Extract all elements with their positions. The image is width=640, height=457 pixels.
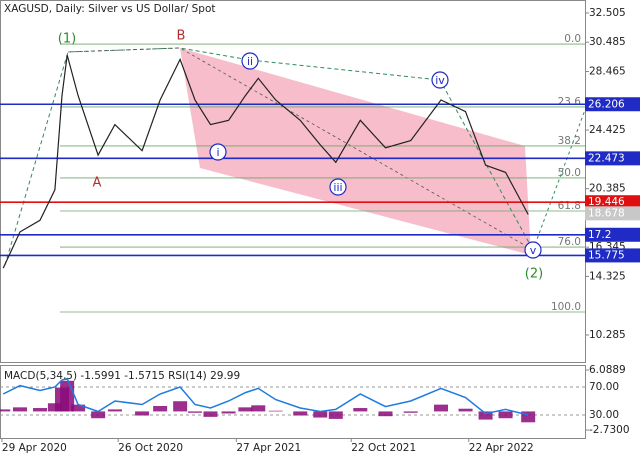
macd-bar xyxy=(135,411,150,416)
fib-label: 38.2 xyxy=(558,135,581,147)
macd-bar xyxy=(173,401,188,412)
rsi-line xyxy=(2,377,529,416)
fib-label: 23.6 xyxy=(558,96,582,108)
x-tick-label: 22 Apr 2022 xyxy=(469,442,534,454)
wave-label: i xyxy=(216,146,219,159)
y-tick-label: 10.285 xyxy=(589,329,626,341)
y-tick-label: 14.325 xyxy=(589,270,626,282)
wave-label: ii xyxy=(247,55,253,68)
indicator-tick-label: 6.0889 xyxy=(589,364,626,376)
wave-label: iii xyxy=(333,181,342,194)
last-price-label: 18.678 xyxy=(588,207,625,219)
macd-bar xyxy=(238,407,253,412)
wave-guide xyxy=(67,47,534,251)
macd-bar xyxy=(434,404,449,412)
level-tag xyxy=(585,195,640,210)
x-tick-label: 29 Apr 2020 xyxy=(2,442,67,454)
last-price-tag xyxy=(585,206,640,221)
macd-bar xyxy=(378,411,393,417)
macd-bar xyxy=(458,408,473,412)
macd-bar xyxy=(313,411,328,418)
macd-bar xyxy=(0,409,11,412)
y-tick-label: 28.465 xyxy=(589,66,626,78)
fib-label: 100.0 xyxy=(551,301,581,313)
macd-bar xyxy=(328,411,343,419)
fib-label: 76.0 xyxy=(558,236,581,248)
macd-bar xyxy=(403,411,418,413)
level-tag xyxy=(585,151,640,166)
wave-guide xyxy=(4,47,534,266)
wave-circle xyxy=(431,71,449,89)
macd-bar xyxy=(293,411,308,416)
macd-bar xyxy=(221,411,236,414)
indicator-tick-label: 30.00 xyxy=(589,409,619,421)
wave-guide xyxy=(532,109,586,251)
wave-label: B xyxy=(177,29,186,44)
x-tick-label: 22 Oct 2021 xyxy=(351,442,416,454)
wave-label: v xyxy=(530,244,537,257)
level-label: 17.2 xyxy=(588,229,611,241)
level-label: 26.206 xyxy=(588,98,625,110)
price-channel xyxy=(180,48,531,255)
macd-bar xyxy=(33,408,48,412)
y-tick-label: 24.425 xyxy=(589,124,626,136)
fib-label: 50.0 xyxy=(558,167,581,179)
y-tick-label: 20.385 xyxy=(589,183,626,195)
macd-bar xyxy=(153,405,168,412)
y-tick-label: 32.505 xyxy=(589,7,626,19)
macd-bar xyxy=(91,411,106,419)
wave-label: (1) xyxy=(58,32,76,47)
level-tag xyxy=(585,248,640,263)
macd-bar xyxy=(498,411,513,419)
level-label: 15.775 xyxy=(588,249,625,261)
indicator-tick-label: 70.00 xyxy=(589,381,619,393)
macd-bar xyxy=(268,410,283,412)
indicator-tick-label: -2.7300 xyxy=(589,424,630,436)
macd-bar xyxy=(71,404,86,412)
macd-bar xyxy=(251,405,266,412)
level-label: 22.473 xyxy=(588,152,625,164)
y-tick-label: 30.485 xyxy=(589,36,626,48)
wave-circle xyxy=(241,52,259,70)
macd-bar xyxy=(203,411,218,417)
macd-bar xyxy=(478,411,493,420)
level-tag xyxy=(585,227,640,242)
macd-bar xyxy=(107,409,122,412)
indicator-frame xyxy=(0,365,586,439)
macd-bar xyxy=(353,408,368,412)
price-line xyxy=(2,54,529,269)
wave-label: (2) xyxy=(525,267,543,282)
level-label: 19.446 xyxy=(588,196,625,208)
wave-circle xyxy=(209,143,227,161)
macd-bar xyxy=(47,403,62,412)
indicator-title: MACD(5,34,5) -1.5991 -1.5715 RSI(14) 29.… xyxy=(4,370,240,382)
wave-circle xyxy=(524,241,542,259)
x-tick-label: 26 Oct 2020 xyxy=(118,442,183,454)
macd-bar xyxy=(188,411,202,413)
plot-frame xyxy=(0,0,586,363)
fib-label: 0.0 xyxy=(564,33,581,45)
wave-label: iv xyxy=(435,74,445,87)
macd-bar xyxy=(13,407,28,412)
wave-label: A xyxy=(93,176,102,191)
chart-title: XAGUSD, Daily: Silver vs US Dollar/ Spot xyxy=(4,3,216,15)
level-tag xyxy=(585,97,640,112)
macd-bar xyxy=(521,411,536,423)
wave-circle xyxy=(329,178,347,196)
x-tick-label: 27 Apr 2021 xyxy=(236,442,301,454)
